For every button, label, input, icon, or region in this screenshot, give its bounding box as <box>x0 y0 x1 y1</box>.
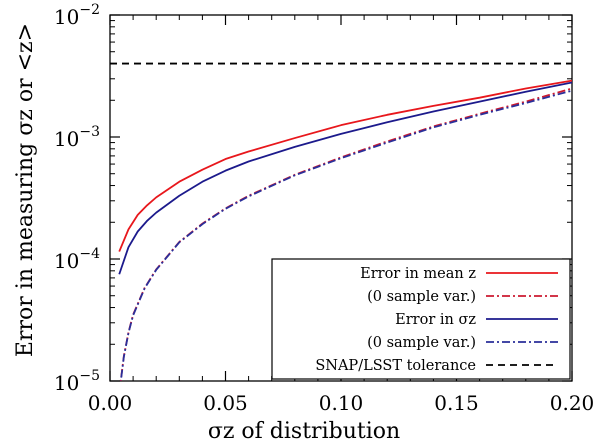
y-tick-exponent: −2 <box>79 2 100 18</box>
x-tick-label: 0.05 <box>203 391 248 415</box>
y-tick-label: 10−5 <box>54 368 100 395</box>
y-tick-base: 10 <box>54 371 79 395</box>
y-tick-exponent: −3 <box>79 124 100 140</box>
y-tick-exponent: −5 <box>79 368 100 384</box>
x-axis-label: σz of distribution <box>208 419 400 443</box>
series-group <box>110 62 572 381</box>
series-line-3 <box>118 81 572 275</box>
y-tick-base: 10 <box>54 5 79 29</box>
legend: Error in mean z (0 sample var.) Error in σ… <box>271 258 571 380</box>
y-tick-exponent: −4 <box>79 246 100 262</box>
y-tick-base: 10 <box>54 249 79 273</box>
legend-label: (0 sample var.) <box>367 289 476 305</box>
legend-label: (0 sample var.) <box>367 335 476 351</box>
y-axis-label: Error in measuring σz or <z> <box>13 23 38 357</box>
series-line-1 <box>118 79 572 252</box>
legend-label: Error in mean z <box>360 266 476 282</box>
y-tick-label: 10−4 <box>54 246 100 273</box>
y-tick-label: 10−2 <box>54 2 100 29</box>
x-tick-label: 0.15 <box>434 391 479 415</box>
y-tick-label: 10−3 <box>54 124 100 151</box>
y-tick-base: 10 <box>54 127 79 151</box>
legend-label: SNAP/LSST tolerance <box>315 358 476 374</box>
x-tick-label: 0.10 <box>319 391 364 415</box>
legend-label: Error in σz <box>395 312 476 328</box>
x-tick-label: 0.20 <box>550 391 595 415</box>
x-tick-label: 0.00 <box>88 391 133 415</box>
